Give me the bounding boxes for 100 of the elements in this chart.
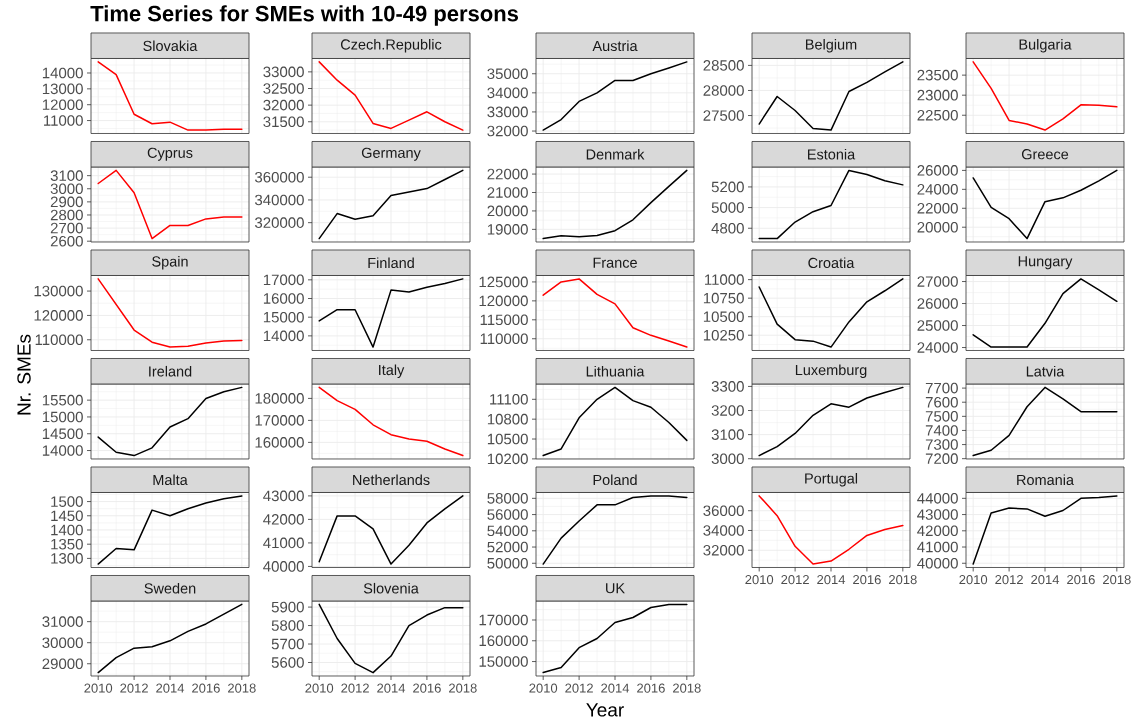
x-tick-label: 2012 xyxy=(995,575,1023,585)
chart-title: Slovenia xyxy=(363,582,419,594)
x-tick-label: 2012 xyxy=(120,683,148,693)
y-tick-label: 5000 xyxy=(711,202,744,213)
chart-title: Portugal xyxy=(805,472,858,487)
y-tick-label: 1400 xyxy=(51,524,83,536)
y-tick-label: 10800 xyxy=(487,413,528,425)
x-tick-label: 2010 xyxy=(745,575,774,585)
y-tick-label: 58000 xyxy=(487,493,528,504)
y-tick-label: 125000 xyxy=(479,276,528,288)
x-tick-label: 2018 xyxy=(228,683,256,693)
y-tick-label: 23500 xyxy=(917,69,958,81)
chart-title: Cyprus xyxy=(147,147,193,161)
y-tick-label: 32000 xyxy=(263,99,304,111)
y-tick-label: 120000 xyxy=(34,310,83,321)
chart-title: Finland xyxy=(368,257,414,269)
y-tick-label: 24000 xyxy=(917,184,958,195)
y-tick-label: 33000 xyxy=(487,106,528,118)
y-tick-label: 32000 xyxy=(703,544,744,556)
y-tick-label: 340000 xyxy=(254,194,304,206)
y-tick-label: 34000 xyxy=(703,525,744,536)
y-tick-label: 1300 xyxy=(51,553,83,564)
y-tick-label: 3000 xyxy=(50,183,83,195)
y-tick-label: 26000 xyxy=(917,165,958,176)
y-tick-label: 15000 xyxy=(42,411,83,423)
x-tick-label: 2016 xyxy=(192,683,220,693)
y-tick-label: 4800 xyxy=(711,222,744,234)
y-tick-label: 40000 xyxy=(263,561,304,572)
chart-title: Bulgaria xyxy=(1019,38,1072,53)
chart-title: Latvia xyxy=(1026,365,1065,377)
y-tick-label: 29000 xyxy=(42,658,83,670)
y-tick-label: 32000 xyxy=(487,125,528,137)
y-tick-label: 42000 xyxy=(917,525,958,537)
chart-title: Spain xyxy=(152,255,188,270)
chart-title: Sweden xyxy=(144,582,196,594)
y-tick-label: 17000 xyxy=(263,274,304,286)
y-tick-label: 2600 xyxy=(50,235,83,247)
x-tick-label: 2016 xyxy=(1067,575,1095,585)
y-tick-label: 40000 xyxy=(917,557,958,569)
x-tick-label: 2014 xyxy=(377,683,406,693)
chart-title: Romania xyxy=(1017,474,1074,486)
y-tick-label: 170000 xyxy=(255,415,304,426)
chart-title: Ireland xyxy=(149,365,192,377)
y-tick-label: 160000 xyxy=(479,635,528,647)
y-tick-label: 7600 xyxy=(925,396,958,408)
x-tick-label: 2016 xyxy=(853,575,881,585)
y-tick-label: 43000 xyxy=(263,490,304,502)
y-tick-label: 360000 xyxy=(254,171,304,183)
chart-title: Belgium xyxy=(806,38,857,53)
y-tick-label: 36000 xyxy=(703,505,744,517)
x-tick-label: 2014 xyxy=(601,683,630,693)
y-tick-label: 3100 xyxy=(50,170,83,181)
x-tick-label: 2010 xyxy=(84,683,113,693)
y-tick-label: 10500 xyxy=(703,311,744,322)
y-tick-label: 27000 xyxy=(917,276,958,287)
y-tick-label: 23000 xyxy=(917,89,958,101)
y-tick-label: 2700 xyxy=(50,222,83,234)
y-tick-label: 31000 xyxy=(42,616,83,627)
x-tick-label: 2014 xyxy=(156,683,185,693)
y-tick-label: 2800 xyxy=(50,209,83,221)
y-tick-label: 14500 xyxy=(42,428,83,440)
y-tick-label: 22000 xyxy=(487,168,528,180)
chart-title: Malta xyxy=(153,474,188,486)
y-tick-label: 5700 xyxy=(271,638,304,650)
chart-title: Germany xyxy=(361,147,421,161)
chart-title: Croatia xyxy=(808,257,855,269)
y-tick-label: 26000 xyxy=(917,298,958,309)
y-tick-label: 12000 xyxy=(42,99,83,111)
y-tick-label: 28500 xyxy=(703,60,744,71)
y-tick-label: 7200 xyxy=(925,453,958,464)
y-tick-label: 110000 xyxy=(35,334,83,346)
y-tick-label: 7500 xyxy=(925,411,958,422)
x-tick-label: 2010 xyxy=(529,683,558,693)
y-tick-label: 11000 xyxy=(44,115,83,126)
y-tick-label: 32500 xyxy=(263,83,304,94)
chart-title: Lithuania xyxy=(586,365,645,377)
y-tick-label: 52000 xyxy=(487,541,528,553)
chart-title: Italy xyxy=(379,364,405,378)
x-tick-label: 2014 xyxy=(1031,575,1060,585)
y-tick-label: 3300 xyxy=(711,381,744,392)
y-tick-label: 25000 xyxy=(917,320,958,331)
y-tick-label: 56000 xyxy=(487,509,528,520)
y-tick-label: 7700 xyxy=(925,382,958,394)
y-tick-label: 7400 xyxy=(925,425,958,436)
y-tick-label: 110000 xyxy=(480,333,528,345)
x-tick-label: 2016 xyxy=(413,683,441,693)
y-tick-label: 2900 xyxy=(50,196,83,208)
y-tick-label: 21000 xyxy=(487,187,528,198)
y-tick-label: 35000 xyxy=(487,68,528,80)
chart-title: Luxemburg xyxy=(795,364,867,378)
x-tick-label: 2014 xyxy=(817,575,846,585)
y-tick-label: 15000 xyxy=(263,311,304,323)
x-tick-label: 2018 xyxy=(449,683,477,693)
y-tick-label: 5200 xyxy=(711,181,744,193)
y-tick-label: 31500 xyxy=(263,116,304,128)
y-tick-label: 41000 xyxy=(917,541,958,553)
y-tick-label: 320000 xyxy=(254,217,304,228)
y-tick-label: 5600 xyxy=(271,657,304,668)
x-tick-label: 2018 xyxy=(673,683,701,693)
y-tick-label: 15500 xyxy=(42,394,83,406)
